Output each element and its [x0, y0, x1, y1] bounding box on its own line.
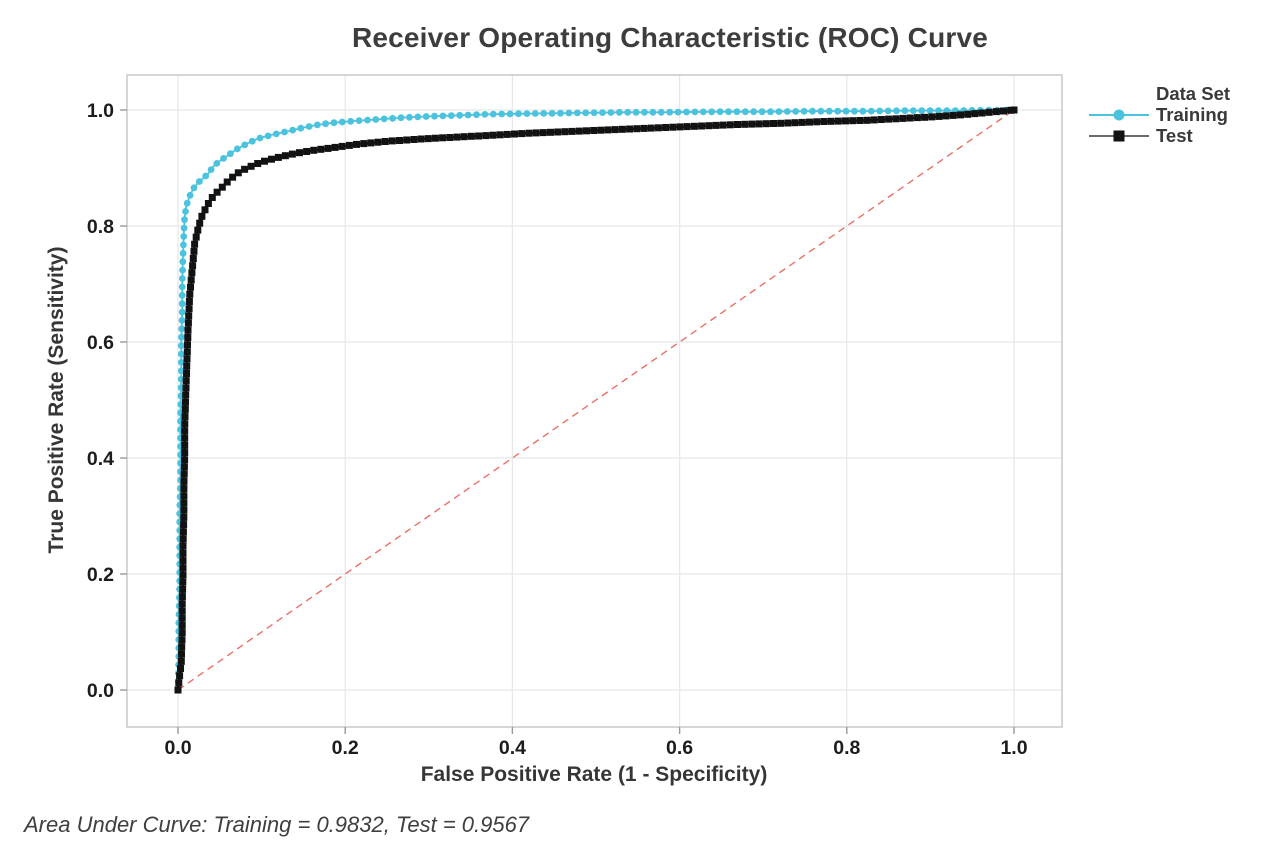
- legend-item-training: Training: [1088, 104, 1230, 125]
- plot-frame: [126, 74, 1063, 728]
- legend-item-test: Test: [1088, 125, 1230, 146]
- legend-label-test: Test: [1156, 125, 1193, 146]
- y-tick-label: 0.2: [87, 564, 114, 586]
- x-tick-label: 0.2: [332, 737, 359, 759]
- y-tick-label: 1.0: [87, 100, 114, 122]
- chart-title: Receiver Operating Characteristic (ROC) …: [351, 22, 989, 53]
- y-axis-label: True Positive Rate (Sensitivity): [45, 246, 68, 554]
- test-marker-icon: [1089, 130, 1149, 141]
- series-training: [174, 106, 1018, 694]
- series-test: [174, 106, 1018, 694]
- x-tick-label: 0.6: [666, 737, 693, 759]
- x-tick-label: 0.0: [164, 737, 191, 759]
- y-tick-label: 0.0: [87, 680, 114, 702]
- x-axis-label: False Positive Rate (1 - Specificity): [420, 763, 768, 786]
- gridlines: [127, 75, 1062, 727]
- y-tick-label: 0.4: [87, 448, 114, 470]
- legend-title: Data Set: [1156, 83, 1231, 104]
- x-axis-ticks: 0.0 0.2 0.4 0.6 0.8 1.0: [164, 727, 1028, 759]
- training-marker-icon: [1089, 109, 1149, 120]
- legend: Data Set Training Test: [1088, 83, 1230, 146]
- reference-diagonal-line: [177, 109, 1015, 691]
- x-tick-label: 0.8: [833, 737, 860, 759]
- y-tick-label: 0.6: [87, 332, 114, 354]
- auc-annotation: Area Under Curve: Training = 0.9832, Tes…: [24, 812, 530, 837]
- legend-label-training: Training: [1156, 104, 1228, 125]
- x-tick-label: 1.0: [1000, 737, 1027, 759]
- y-axis-ticks: 0.0 0.2 0.4 0.6 0.8 1.0: [87, 100, 127, 702]
- x-tick-label: 0.4: [499, 737, 526, 759]
- y-tick-label: 0.8: [87, 216, 114, 238]
